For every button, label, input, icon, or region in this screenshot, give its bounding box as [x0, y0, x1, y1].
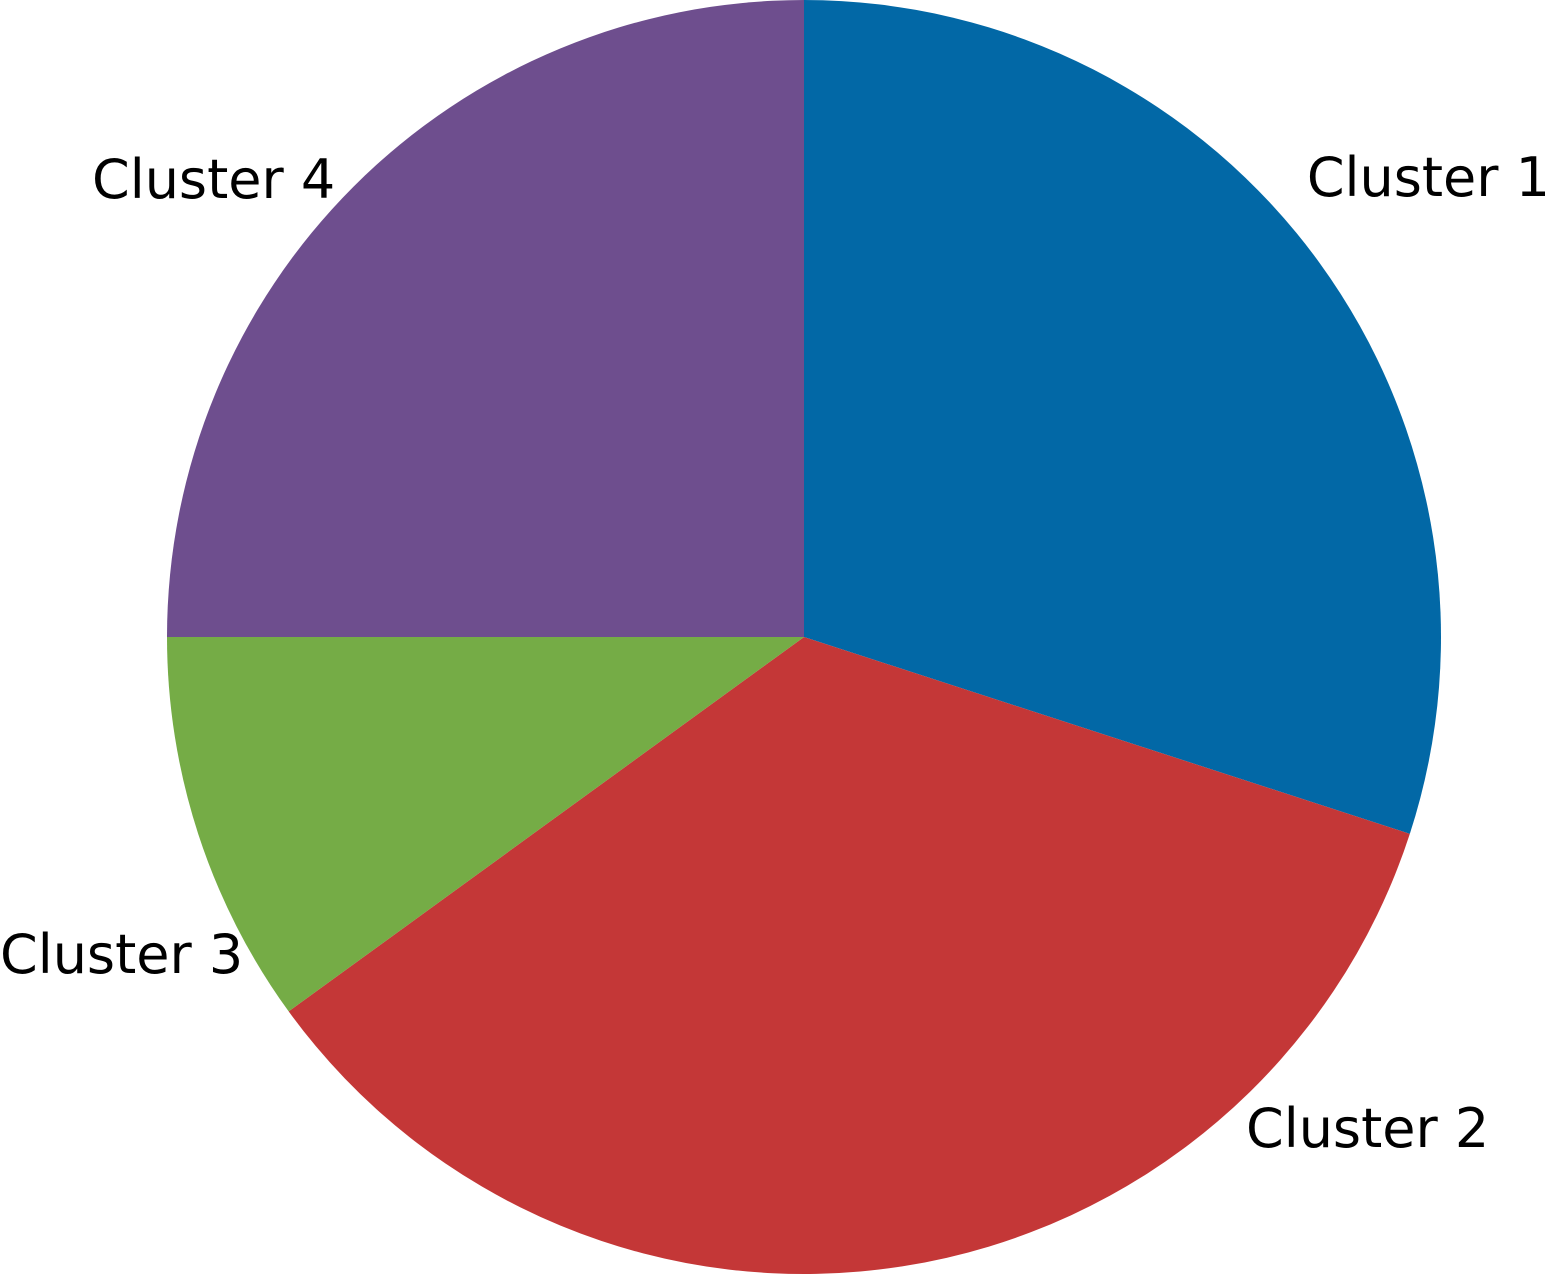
label-cluster-4: Cluster 4	[92, 148, 335, 211]
pie-slice-cluster-1	[804, 0, 1441, 834]
pie-slice-cluster-4	[167, 0, 804, 637]
pie-slice-cluster-2	[288, 637, 1410, 1274]
label-cluster-1: Cluster 1	[1307, 146, 1550, 209]
label-cluster-3: Cluster 3	[0, 923, 243, 986]
pie-slice-cluster-3	[167, 637, 804, 1012]
pie-slices	[167, 0, 1441, 1274]
label-cluster-2: Cluster 2	[1246, 1097, 1489, 1160]
pie-labels: Cluster 1 Cluster 2 Cluster 3 Cluster 4	[0, 146, 1550, 1160]
